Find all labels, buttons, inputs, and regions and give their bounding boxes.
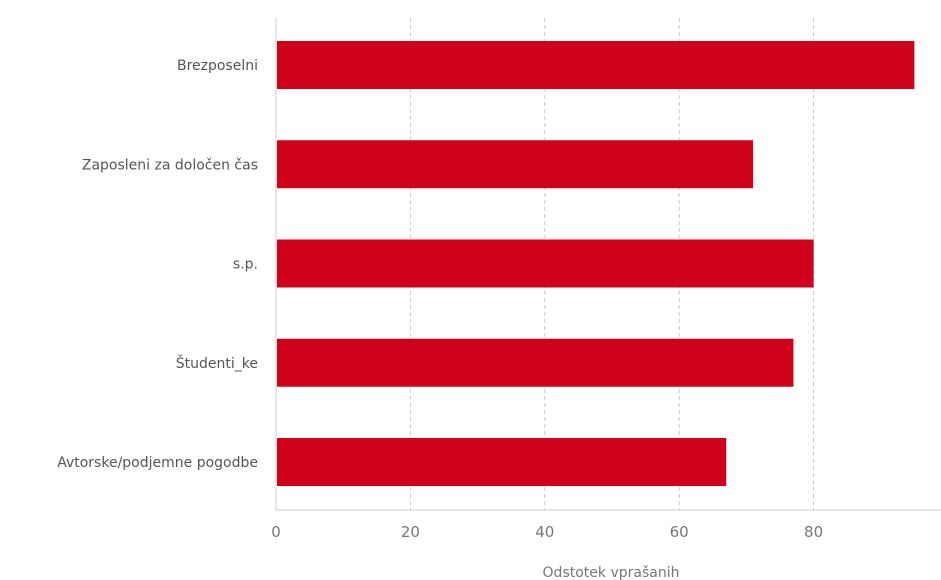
x-tick-label-80: 80 <box>804 523 823 541</box>
category-label-4: Avtorske/podjemne pogodbe <box>57 455 258 471</box>
x-tick-label-20: 20 <box>401 523 420 541</box>
bar-1[interactable] <box>277 140 754 189</box>
x-tick-label-0: 0 <box>271 523 281 541</box>
bar-2[interactable] <box>277 239 814 288</box>
x-axis-title: Odstotek vprašanih <box>543 565 680 580</box>
x-tick-label-60: 60 <box>670 523 689 541</box>
category-labels: Brezposelni Zaposleni za določen čas s.p. Š… <box>57 58 258 471</box>
axes <box>275 18 941 511</box>
bar-0[interactable] <box>277 41 915 89</box>
x-tick-labels: 0 20 40 60 80 <box>271 523 823 541</box>
x-tick-label-40: 40 <box>535 523 554 541</box>
category-label-2: s.p. <box>233 257 258 273</box>
category-label-0: Brezposelni <box>177 58 258 74</box>
category-label-1: Zaposleni za določen čas <box>82 157 258 173</box>
bar-4[interactable] <box>277 438 727 486</box>
bars <box>277 41 915 486</box>
bar-3[interactable] <box>277 338 794 387</box>
category-label-3: Študenti_ke <box>176 354 258 372</box>
